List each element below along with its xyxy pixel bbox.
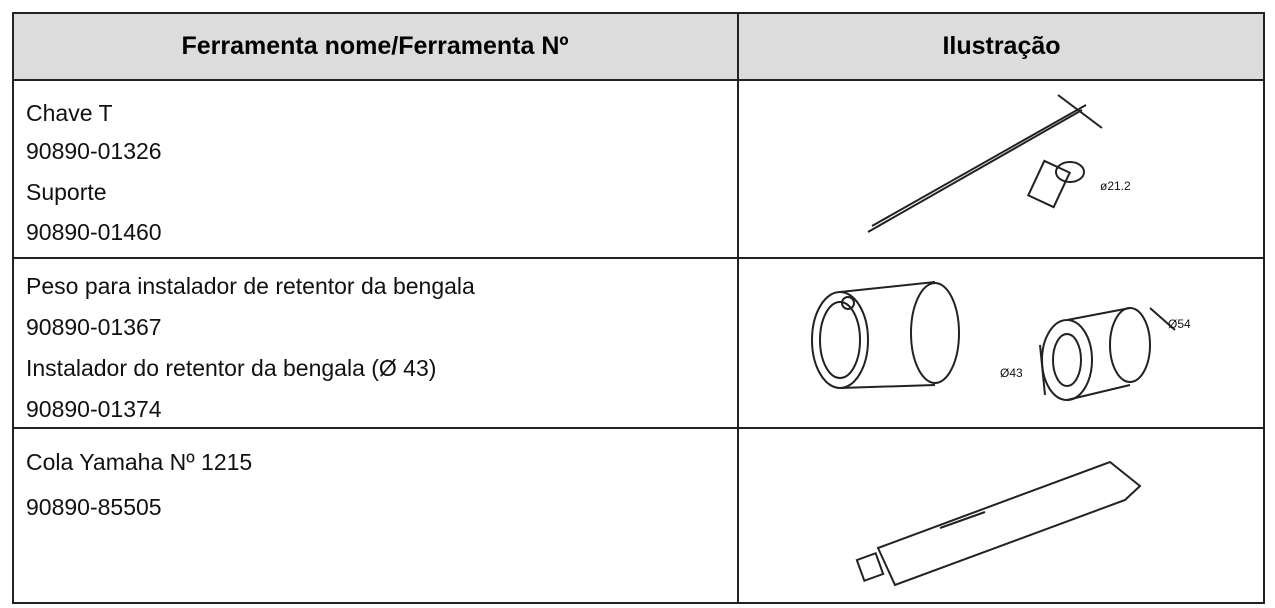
row-text: 90890-01460: [26, 219, 162, 245]
row-text: Cola Yamaha Nº 1215: [26, 449, 253, 475]
t-wrench: [867, 94, 1103, 233]
border: [12, 79, 1265, 81]
header-cell: Ferramenta nome/Ferramenta Nº: [12, 12, 738, 80]
row-text: 90890-01367: [26, 314, 162, 340]
border: [12, 602, 1265, 604]
row-text: 90890-01374: [26, 396, 162, 422]
row-text: Peso para instalador de retentor da beng…: [26, 273, 475, 299]
row-text: 90890-01326: [26, 138, 162, 164]
border: [12, 12, 1265, 14]
glue-tube: [855, 460, 1142, 587]
border: [12, 427, 1265, 429]
row-text: Chave T: [26, 100, 113, 126]
dimension-label: Ø43: [1000, 366, 1023, 380]
border: [12, 257, 1265, 259]
border: [737, 12, 739, 604]
border: [1263, 12, 1265, 604]
row-text: Instalador do retentor da bengala (Ø 43): [26, 355, 437, 381]
row-text: Suporte: [26, 179, 107, 205]
dimension-label: ø21.2: [1100, 179, 1131, 193]
border: [12, 12, 14, 604]
row-text: 90890-85505: [26, 494, 162, 520]
tool-table: Ferramenta nome/Ferramenta Nº Ilustração…: [12, 12, 1265, 604]
dimension-label: Ø54: [1168, 317, 1191, 331]
header-cell: Ilustração: [738, 12, 1265, 80]
seal-installer: [811, 281, 1176, 401]
